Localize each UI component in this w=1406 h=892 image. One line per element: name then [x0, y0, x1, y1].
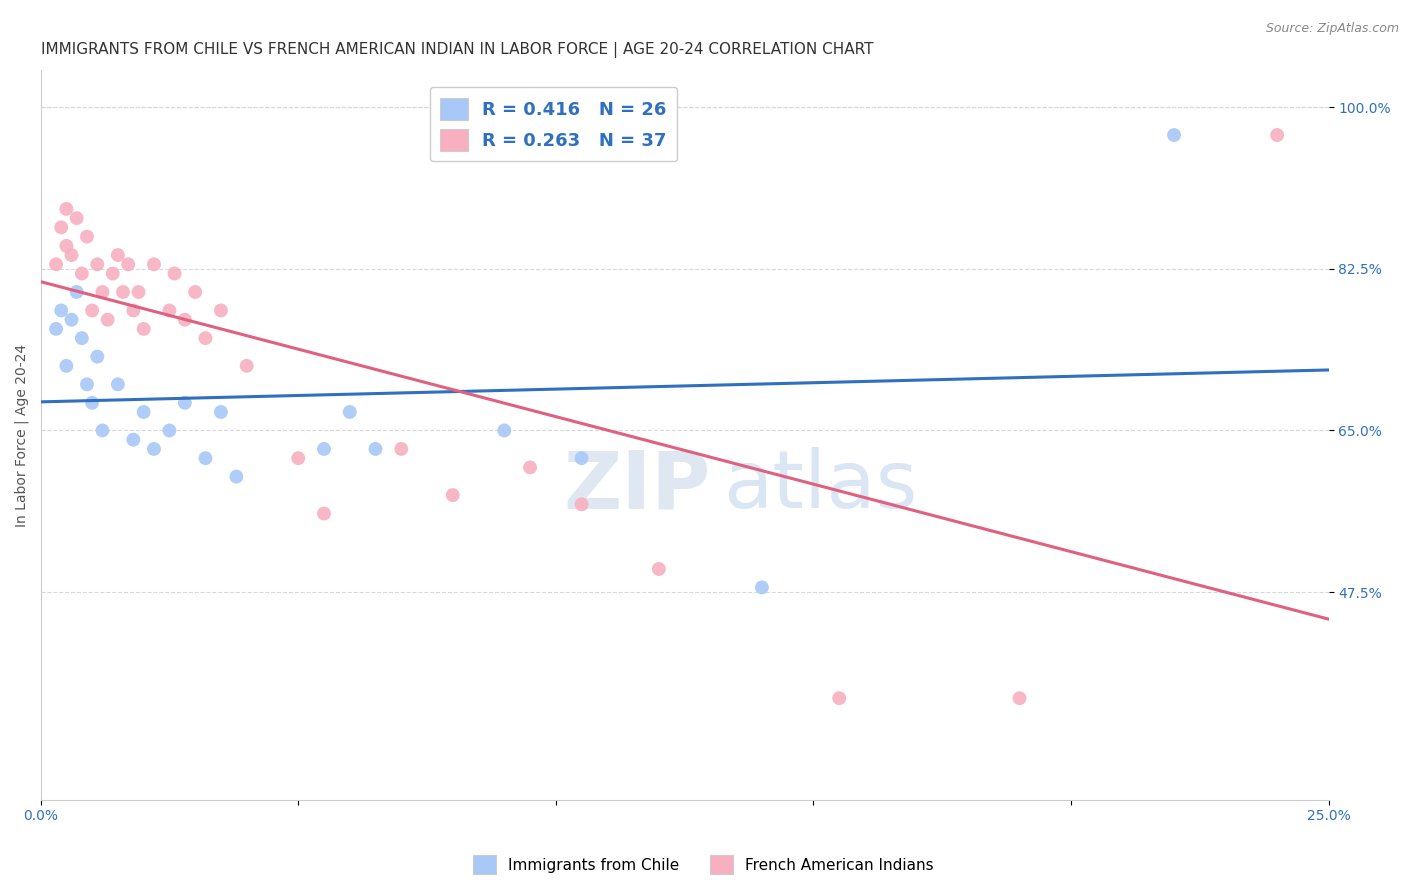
Point: [751, 581, 773, 595]
Legend: R = 0.416   N = 26, R = 0.263   N = 37: R = 0.416 N = 26, R = 0.263 N = 37: [430, 87, 678, 161]
Point: [339, 405, 361, 419]
Point: [55, 359, 77, 373]
Text: Source: ZipAtlas.com: Source: ZipAtlas.com: [1265, 22, 1399, 36]
Point: [76, 377, 98, 392]
Point: [389, 442, 412, 456]
Point: [143, 442, 166, 456]
Point: [132, 322, 155, 336]
Point: [51, 220, 73, 235]
Point: [128, 285, 150, 299]
Point: [143, 257, 166, 271]
Point: [441, 488, 464, 502]
Point: [157, 303, 180, 318]
Point: [312, 507, 335, 521]
Point: [76, 229, 98, 244]
Y-axis label: In Labor Force | Age 20-24: In Labor Force | Age 20-24: [15, 343, 30, 526]
Point: [312, 442, 335, 456]
Point: [107, 248, 129, 262]
Point: [55, 239, 77, 253]
Point: [91, 285, 114, 299]
Point: [1008, 691, 1031, 706]
Point: [494, 424, 516, 438]
Text: ZIP: ZIP: [564, 447, 710, 525]
Point: [117, 257, 139, 271]
Point: [97, 312, 120, 326]
Point: [163, 267, 186, 281]
Point: [1265, 128, 1288, 142]
Point: [45, 322, 67, 336]
Point: [66, 285, 89, 299]
Point: [122, 433, 145, 447]
Point: [194, 331, 217, 345]
Point: [70, 331, 93, 345]
Point: [194, 451, 217, 466]
Point: [82, 396, 104, 410]
Point: [184, 285, 207, 299]
Point: [86, 257, 108, 271]
Point: [45, 257, 67, 271]
Legend: Immigrants from Chile, French American Indians: Immigrants from Chile, French American I…: [467, 849, 939, 880]
Point: [66, 211, 89, 226]
Point: [519, 460, 541, 475]
Point: [209, 405, 232, 419]
Point: [122, 303, 145, 318]
Point: [60, 248, 83, 262]
Point: [235, 359, 257, 373]
Point: [828, 691, 851, 706]
Point: [55, 202, 77, 216]
Point: [51, 303, 73, 318]
Text: atlas: atlas: [723, 447, 918, 525]
Point: [209, 303, 232, 318]
Point: [225, 469, 247, 483]
Point: [112, 285, 135, 299]
Point: [60, 312, 83, 326]
Point: [157, 424, 180, 438]
Text: IMMIGRANTS FROM CHILE VS FRENCH AMERICAN INDIAN IN LABOR FORCE | AGE 20-24 CORRE: IMMIGRANTS FROM CHILE VS FRENCH AMERICAN…: [41, 42, 873, 58]
Point: [70, 267, 93, 281]
Point: [571, 497, 593, 511]
Point: [173, 396, 195, 410]
Point: [173, 312, 195, 326]
Point: [571, 451, 593, 466]
Point: [132, 405, 155, 419]
Point: [107, 377, 129, 392]
Point: [91, 424, 114, 438]
Point: [86, 350, 108, 364]
Point: [364, 442, 387, 456]
Point: [1163, 128, 1185, 142]
Point: [101, 267, 124, 281]
Point: [82, 303, 104, 318]
Point: [648, 562, 671, 576]
Point: [287, 451, 309, 466]
